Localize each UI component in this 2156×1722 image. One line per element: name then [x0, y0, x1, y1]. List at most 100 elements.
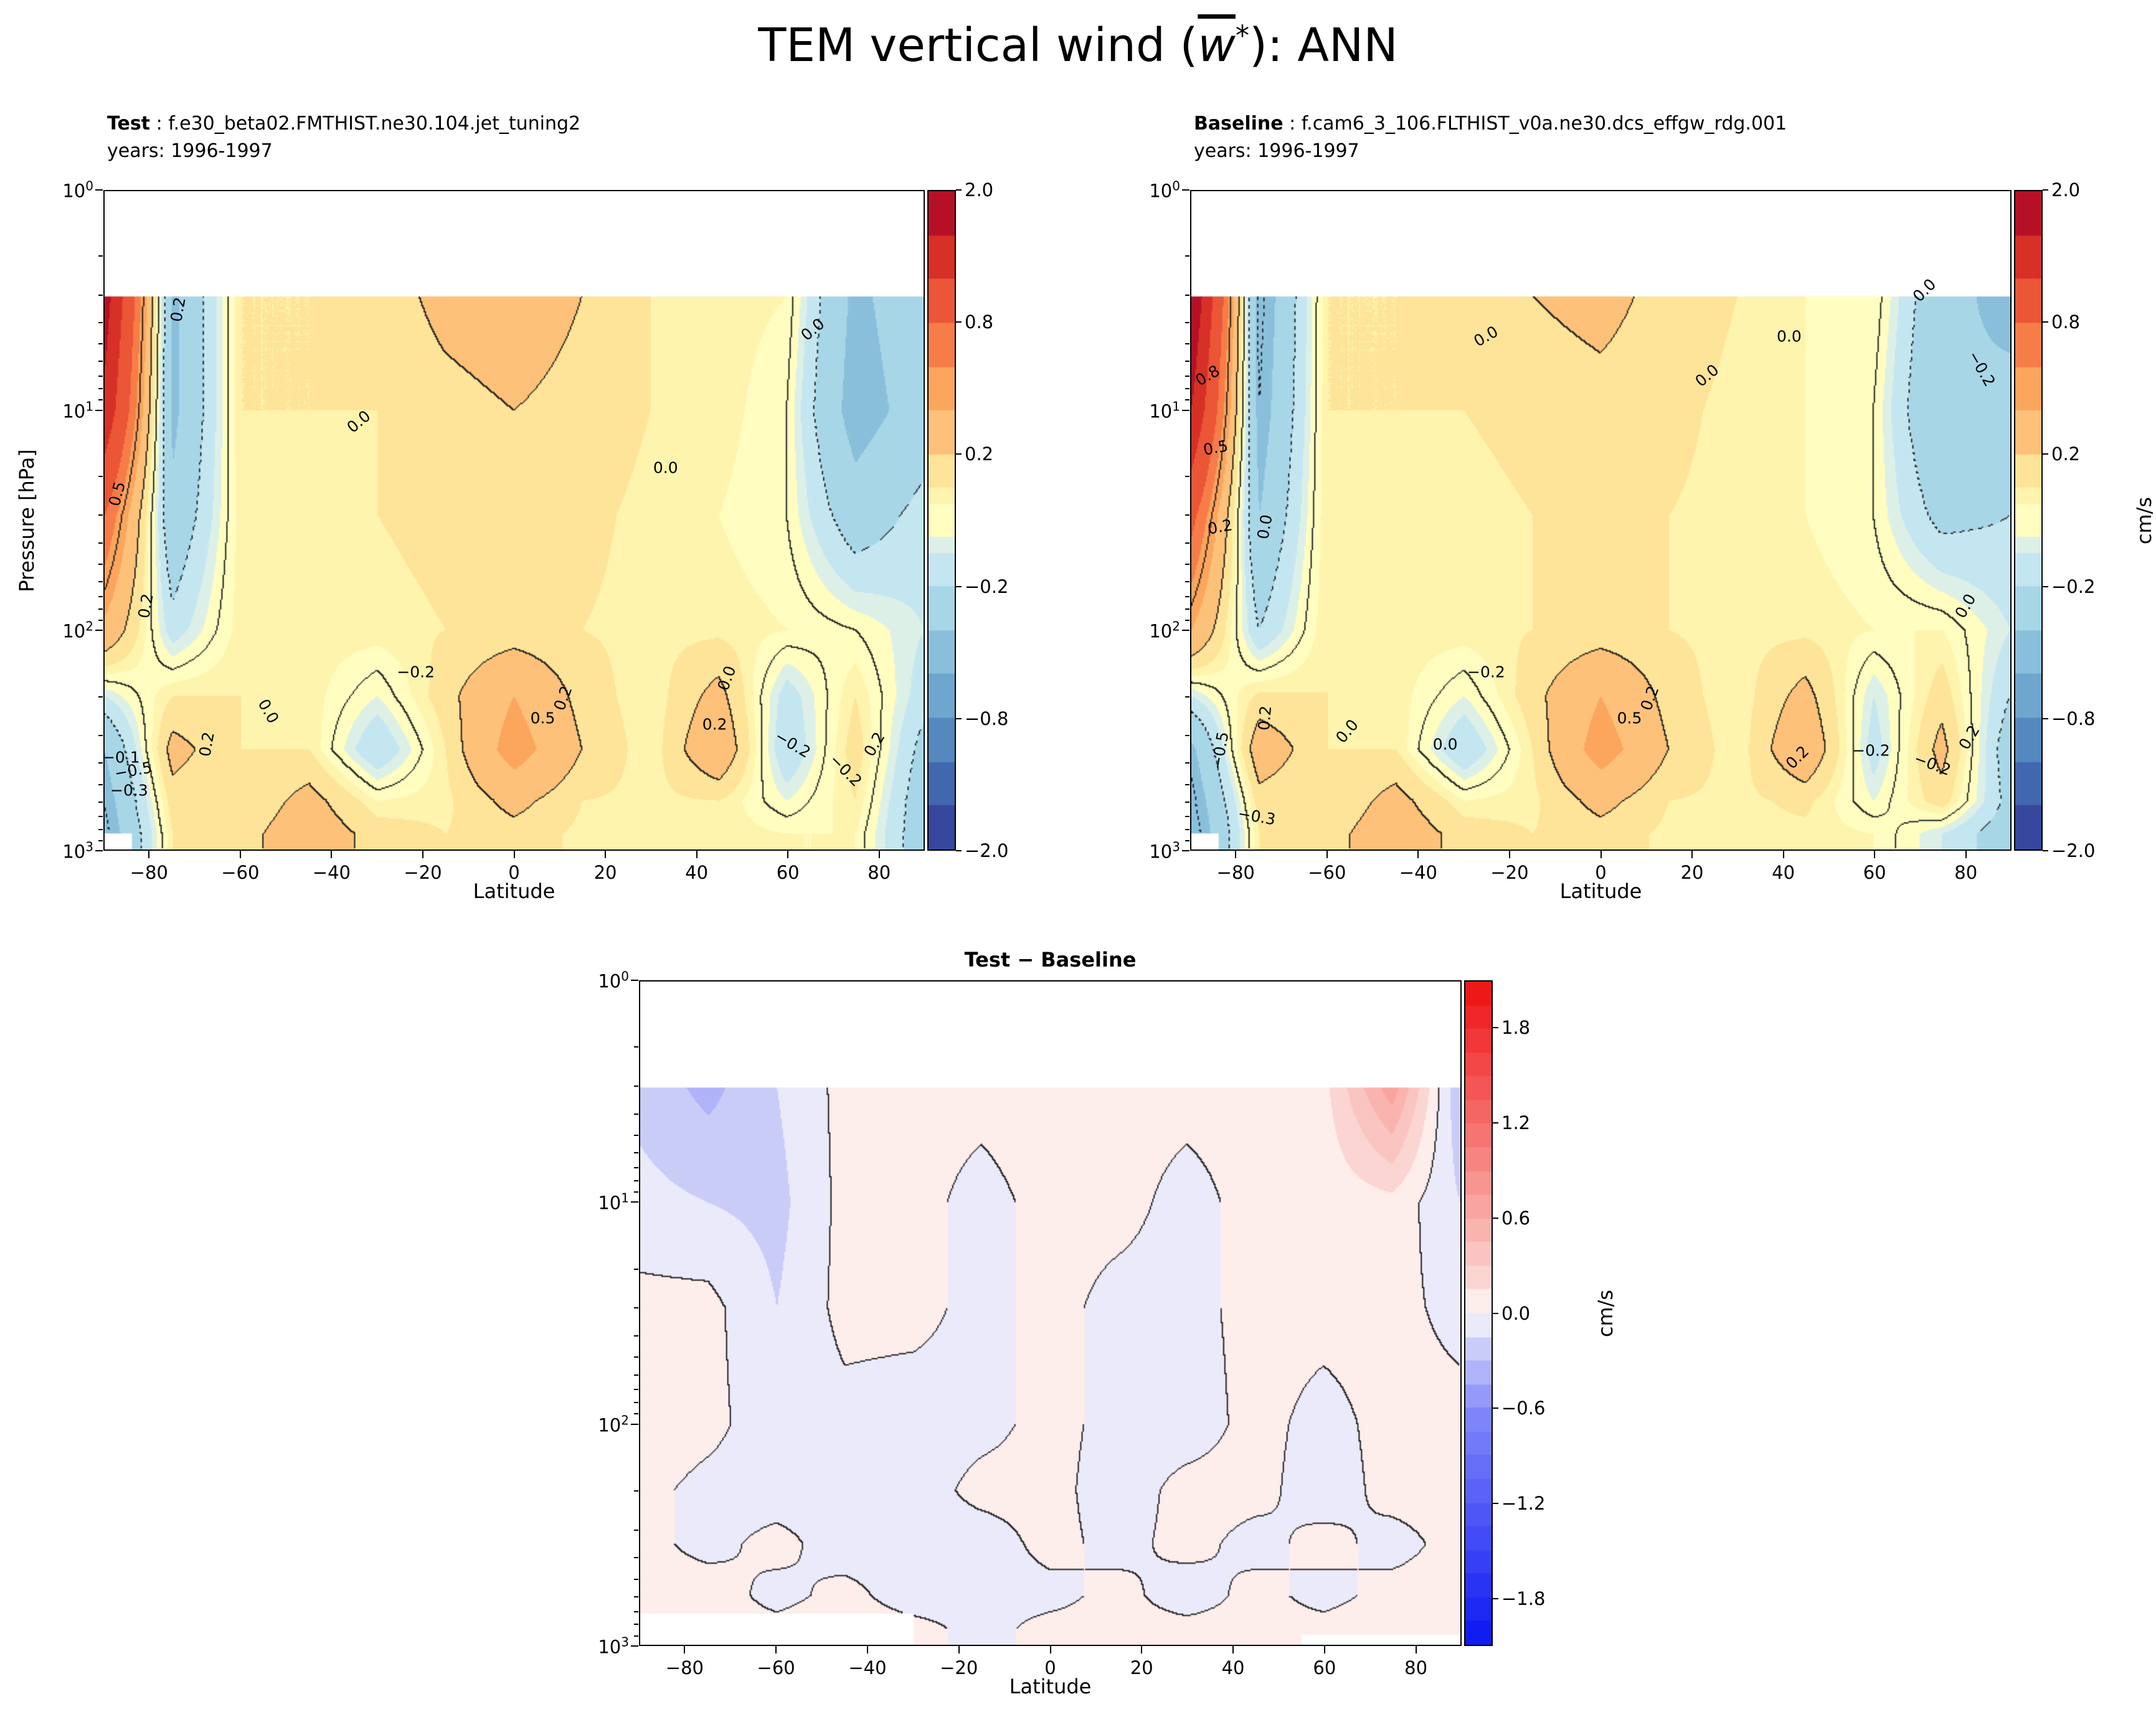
colorbar-tick-label: −1.2 — [1501, 1492, 1546, 1514]
contour-label: 0.5 — [1617, 709, 1642, 727]
colorbar-tick-label: 0.6 — [1501, 1207, 1531, 1229]
colorbar-tick-label: 0.2 — [2051, 443, 2081, 465]
y-minor-tick — [634, 1180, 638, 1181]
y-minor-tick — [634, 1389, 638, 1391]
contour-label: 0.0 — [1951, 590, 1980, 622]
y-minor-tick — [634, 1402, 638, 1404]
y-minor-tick — [634, 1135, 638, 1137]
colorbar-tick — [2043, 717, 2048, 719]
x-tick — [696, 851, 697, 858]
x-tick — [1141, 1646, 1143, 1653]
pressure-axis-label: Pressure [hPa] — [15, 448, 39, 592]
diff-plot-area — [639, 980, 1462, 1646]
y-minor-tick — [1185, 801, 1189, 803]
x-tick — [513, 851, 515, 858]
y-minor-tick — [634, 1086, 638, 1087]
test-heading: Test : f.e30_beta02.FMTHIST.ne30.104.jet… — [107, 110, 580, 165]
x-tick — [1323, 1646, 1325, 1653]
contour-label: −0.3 — [1236, 804, 1277, 829]
colorbar-tick-label: 1.2 — [1501, 1112, 1531, 1134]
colorbar-tick-label: −0.8 — [965, 707, 1009, 729]
x-tick — [775, 1646, 777, 1653]
contour-label: −0.2 — [1964, 348, 1999, 390]
y-tick-label: 100 — [598, 968, 629, 992]
y-minor-tick — [634, 1611, 638, 1612]
colorbar-tick-label: 0.2 — [965, 443, 994, 465]
y-tick-label: 100 — [62, 178, 93, 202]
y-minor-tick — [634, 1167, 638, 1169]
x-tick — [605, 851, 607, 858]
test-colorbar — [927, 190, 956, 851]
test-latitude-label: Latitude — [473, 879, 556, 903]
contour-label: 0.2 — [1206, 516, 1234, 538]
contour-label: −0.5 — [1208, 731, 1232, 771]
y-tick — [631, 1423, 638, 1425]
x-tick — [958, 1646, 960, 1653]
y-minor-tick — [1185, 696, 1189, 698]
y-minor-tick — [98, 388, 103, 390]
y-minor-tick — [1185, 361, 1189, 362]
y-minor-tick — [634, 1356, 638, 1358]
baseline-plot-area: 0.8 0.5 0.2 0.0 0.0 0.0 0.0 −0.2 0.0 0.0 −0.2 0.0 0.… — [1190, 190, 2012, 851]
colorbar-tick — [2043, 453, 2048, 455]
y-minor-tick — [1185, 343, 1189, 345]
figure-title-prefix: TEM vertical wind ( — [758, 19, 1198, 72]
baseline-contour-canvas — [1191, 191, 2010, 849]
x-tick — [331, 851, 333, 858]
y-minor-tick — [634, 1578, 638, 1580]
contour-label: −0.2 — [397, 663, 435, 681]
y-minor-tick — [98, 595, 103, 597]
contour-label: 0.0 — [653, 458, 678, 477]
colorbar-tick — [1493, 1027, 1498, 1029]
y-minor-tick — [634, 1191, 638, 1193]
colorbar-tick — [2043, 585, 2048, 587]
contour-label: −0.2 — [1467, 663, 1505, 681]
y-minor-tick — [634, 1557, 638, 1559]
test-run-name: : f.e30_beta02.FMTHIST.ne30.104.jet_tuni… — [150, 113, 581, 135]
y-tick-label: 101 — [62, 399, 93, 422]
y-tick-label: 102 — [598, 1412, 629, 1436]
contour-label: 0.0 — [1691, 361, 1723, 390]
y-tick — [95, 630, 103, 632]
contour-label: 0.0 — [1777, 327, 1802, 346]
contour-label: 0.2 — [1955, 722, 1983, 753]
test-run-line: Test : f.e30_beta02.FMTHIST.ne30.104.jet… — [107, 110, 580, 138]
contour-label: 0.5 — [530, 709, 556, 727]
baseline-colorbar — [2014, 190, 2043, 851]
y-minor-tick — [98, 375, 103, 377]
y-tick-label: 102 — [62, 619, 93, 642]
x-tick — [787, 851, 789, 858]
y-minor-tick — [98, 476, 103, 478]
y-minor-tick — [634, 1635, 638, 1637]
y-tick — [95, 409, 103, 411]
y-minor-tick — [98, 542, 103, 544]
colorbar-tick — [1493, 1407, 1498, 1409]
x-tick — [1232, 1646, 1234, 1653]
y-minor-tick — [98, 321, 103, 323]
contour-label: 0.0 — [1254, 513, 1277, 541]
panel-baseline: Baseline : f.cam6_3_106.FLTHIST_v0a.ne30… — [1149, 113, 2156, 903]
y-minor-tick — [634, 1307, 638, 1309]
y-minor-tick — [634, 1152, 638, 1154]
y-minor-tick — [1185, 294, 1189, 296]
x-tick — [1782, 851, 1784, 858]
y-minor-tick — [98, 361, 103, 362]
y-minor-tick — [634, 1624, 638, 1625]
colorbar-tick-label: −0.6 — [1501, 1398, 1546, 1419]
y-tick — [1182, 189, 1189, 191]
y-minor-tick — [1185, 620, 1189, 622]
diff-contour-canvas — [640, 982, 1460, 1645]
colorbar-tick-label: 2.0 — [2051, 179, 2081, 201]
baseline-run-name: : f.cam6_3_106.FLTHIST_v0a.ne30.dcs_effg… — [1283, 113, 1787, 135]
y-tick-label: 101 — [1149, 399, 1180, 422]
x-tick — [1417, 851, 1419, 858]
x-tick — [1600, 851, 1602, 858]
x-tick — [148, 851, 150, 858]
y-minor-tick — [98, 294, 103, 296]
panel-diff: Test − Baseline −80 −60 −40 −20 0 20 40 60 80 100… — [598, 948, 1617, 1698]
colorbar-tick — [1493, 1597, 1498, 1599]
x-tick — [1415, 1646, 1417, 1653]
y-minor-tick — [634, 1413, 638, 1415]
y-tick — [1182, 409, 1189, 411]
contour-label: −0.2 — [1911, 749, 1954, 779]
